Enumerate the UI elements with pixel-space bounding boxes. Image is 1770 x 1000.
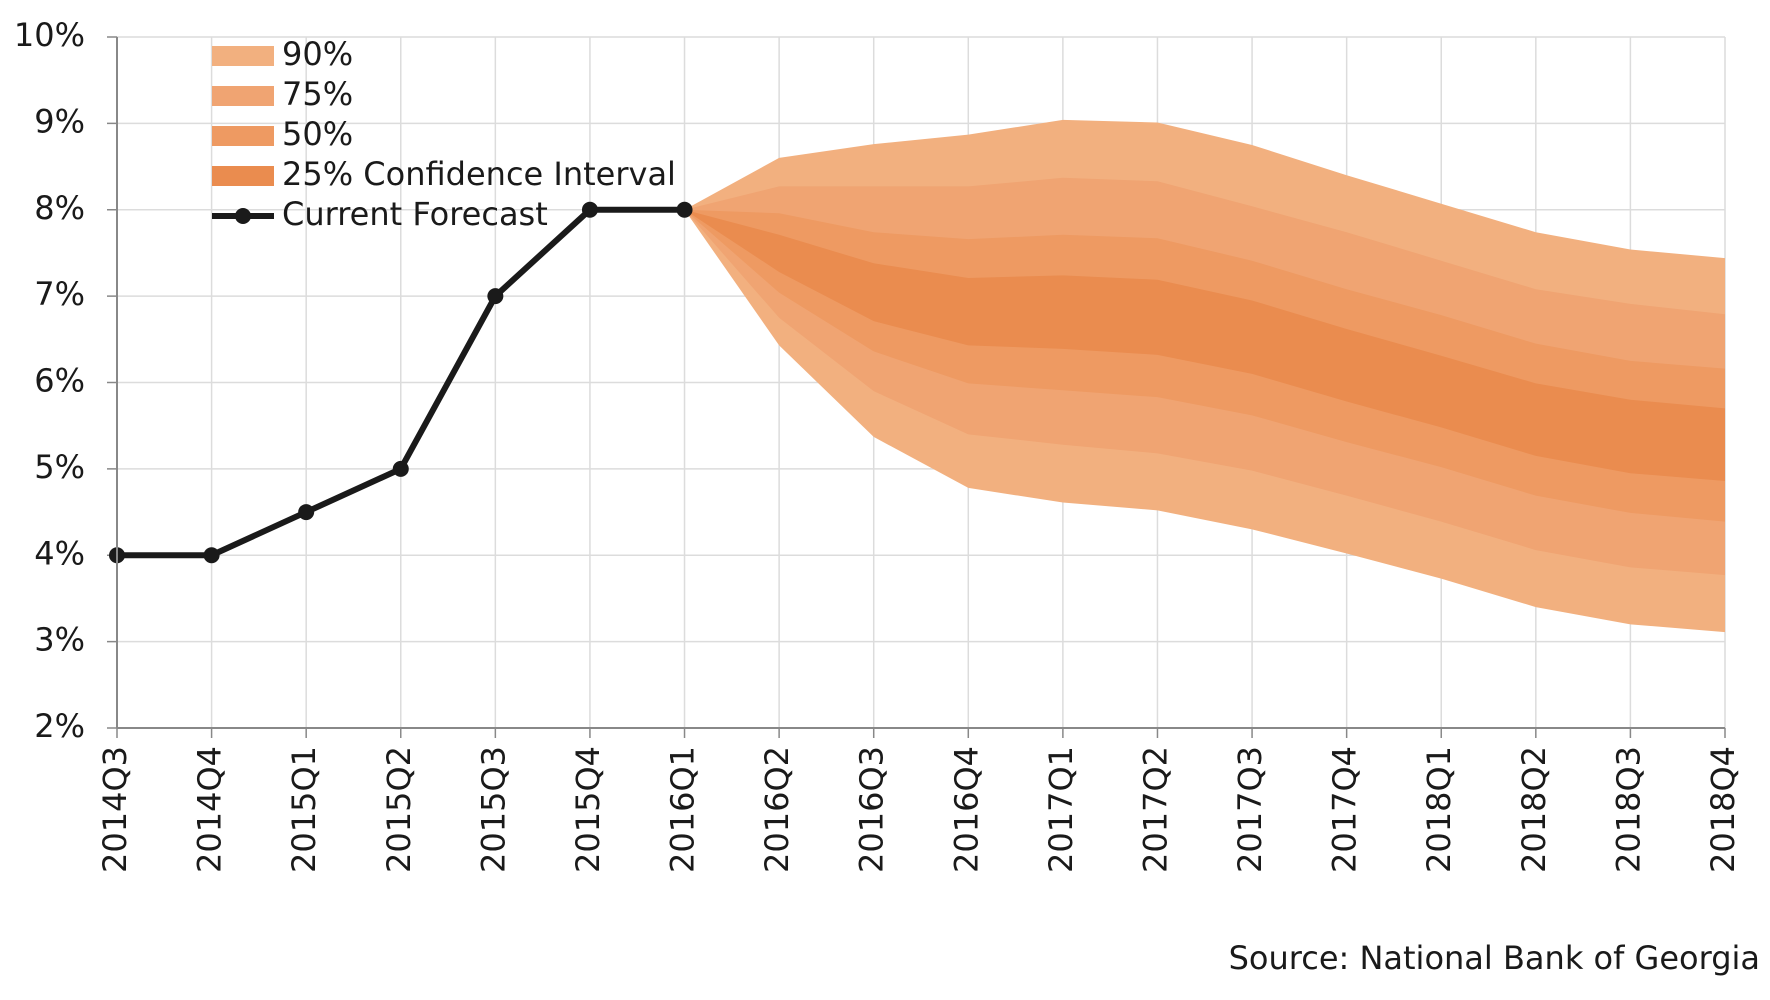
y-tick-label: 2% — [34, 707, 85, 745]
forecast-point — [298, 504, 315, 521]
forecast-point — [203, 547, 220, 564]
forecast-point — [581, 201, 598, 218]
x-tick-label: 2015Q2 — [380, 746, 418, 873]
y-tick-label: 10% — [14, 16, 85, 54]
legend-swatch — [212, 86, 274, 106]
x-tick-label: 2015Q4 — [569, 746, 607, 873]
source: Source: National Bank of Georgia — [1229, 939, 1760, 977]
x-tick-label: 2017Q4 — [1326, 746, 1364, 873]
legend-label: 75% — [282, 75, 353, 113]
y-tick-label: 6% — [34, 362, 85, 400]
x-tick-label: 2014Q3 — [96, 746, 134, 873]
x-tick-label: 2016Q1 — [664, 746, 702, 873]
legend-label: 90% — [282, 35, 353, 73]
x-tick-label: 2014Q4 — [191, 746, 229, 873]
y-tick-label: 9% — [34, 102, 85, 140]
y-tick-label: 3% — [34, 621, 85, 659]
x-tick-label: 2017Q2 — [1136, 746, 1174, 873]
x-tick-label: 2015Q3 — [474, 746, 512, 873]
forecast-point — [392, 460, 409, 477]
y-tick-label: 7% — [34, 275, 85, 313]
legend-marker — [235, 208, 251, 224]
x-tick-label: 2017Q1 — [1042, 746, 1080, 873]
legend-swatch — [212, 126, 274, 146]
x-tick-label: 2017Q3 — [1231, 746, 1269, 873]
x-tick-label: 2016Q2 — [758, 746, 796, 873]
x-tick-label: 2016Q3 — [853, 746, 891, 873]
legend-swatch — [212, 166, 274, 186]
x-tick-label: 2016Q4 — [947, 746, 985, 873]
x-tick-label: 2018Q3 — [1609, 746, 1647, 873]
x-tick-label: 2018Q1 — [1420, 746, 1458, 873]
legend-swatch — [212, 46, 274, 66]
x-tick-label: 2018Q2 — [1515, 746, 1553, 873]
y-tick-label: 8% — [34, 189, 85, 227]
legend-label: Current Forecast — [282, 195, 548, 233]
fan-band — [684, 209, 1725, 481]
y-tick-label: 4% — [34, 534, 85, 572]
forecast-point — [487, 288, 504, 305]
legend-label: 50% — [282, 115, 353, 153]
legend-label: 25% Confidence Interval — [282, 155, 676, 193]
y-tick-label: 5% — [34, 448, 85, 486]
x-tick-label: 2015Q1 — [285, 746, 323, 873]
x-tick-label: 2018Q4 — [1704, 746, 1742, 873]
forecast-point — [676, 201, 693, 218]
